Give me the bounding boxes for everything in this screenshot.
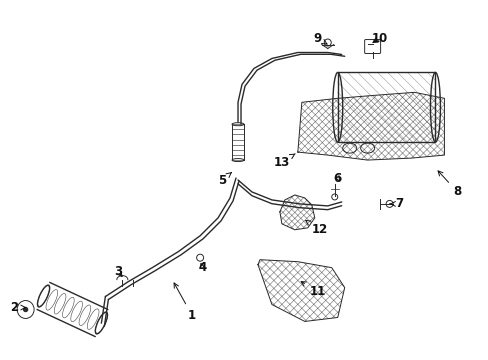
- Text: 3: 3: [114, 265, 122, 278]
- Text: 10: 10: [371, 32, 387, 45]
- Circle shape: [23, 307, 27, 311]
- Text: 4: 4: [198, 261, 206, 274]
- Text: 2: 2: [11, 301, 25, 314]
- Text: 12: 12: [305, 220, 327, 236]
- Bar: [337, 72, 435, 142]
- Text: 1: 1: [174, 283, 196, 322]
- Text: 5: 5: [218, 172, 231, 186]
- Text: 6: 6: [333, 171, 341, 185]
- Text: 11: 11: [301, 282, 325, 298]
- Text: 7: 7: [389, 197, 403, 210]
- Text: 9: 9: [313, 32, 326, 45]
- Text: 13: 13: [273, 154, 295, 168]
- Text: 8: 8: [437, 171, 461, 198]
